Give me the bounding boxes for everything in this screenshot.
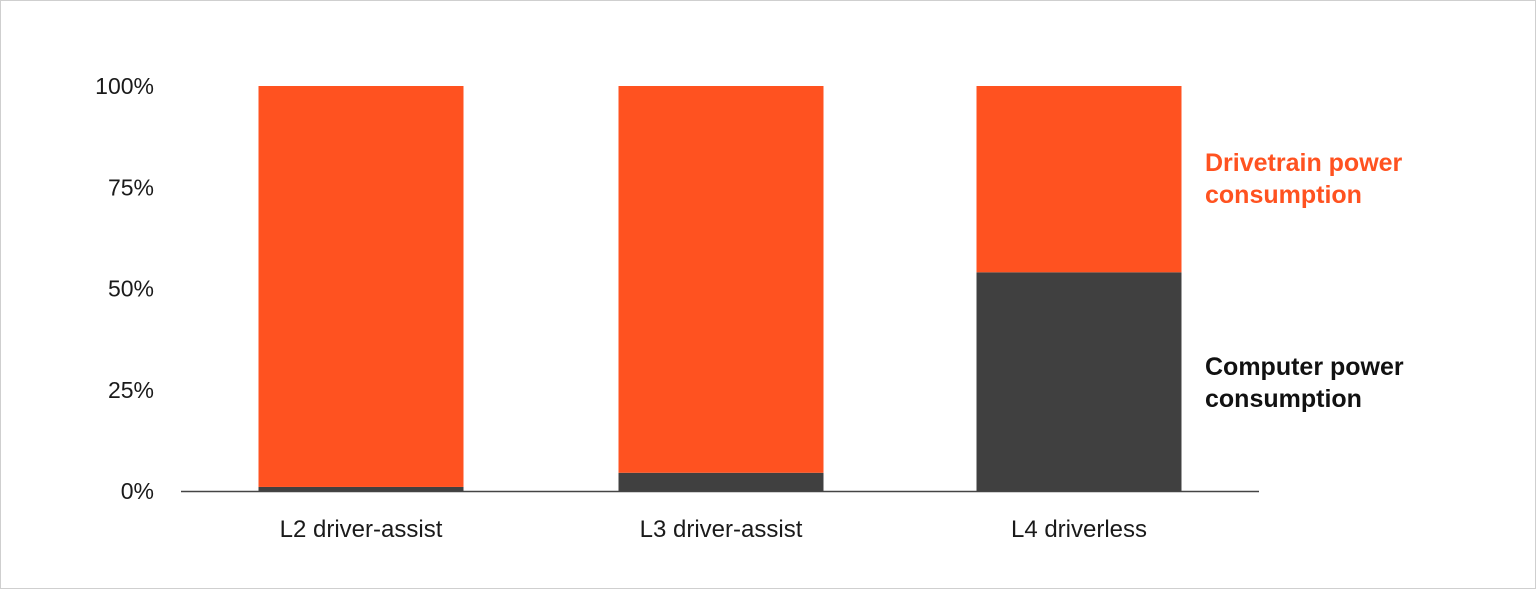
legend-label-line2: consumption — [1205, 385, 1362, 413]
bar-segment-drivetrain — [258, 86, 464, 487]
x-tick-label: L3 driver-assist — [640, 516, 803, 543]
x-tick-label: L2 driver-assist — [280, 516, 443, 543]
bar-segment-computer — [258, 486, 464, 491]
y-tick-label: 100% — [95, 73, 154, 99]
legend-label-line1: Drivetrain power — [1205, 149, 1403, 177]
legend-label-line2: consumption — [1205, 181, 1362, 209]
y-axis-ticks: 0% 25% 50% 75% 100% — [95, 73, 154, 504]
legend: Drivetrain power consumption Computer powe… — [1205, 149, 1404, 413]
bars — [258, 86, 1182, 491]
y-tick-label: 50% — [108, 276, 154, 302]
bar-segment-drivetrain — [618, 86, 824, 473]
bar-segment-computer — [618, 472, 824, 491]
bar-segment-drivetrain — [976, 86, 1182, 273]
y-tick-label: 75% — [108, 174, 154, 200]
x-axis-labels: L2 driver-assist L3 driver-assist L4 drive… — [280, 516, 1147, 543]
y-tick-label: 0% — [121, 478, 154, 504]
legend-label-line1: Computer power — [1205, 353, 1404, 381]
y-tick-label: 25% — [108, 377, 154, 403]
bar-segment-computer — [976, 272, 1182, 491]
x-tick-label: L4 driverless — [1011, 516, 1147, 543]
